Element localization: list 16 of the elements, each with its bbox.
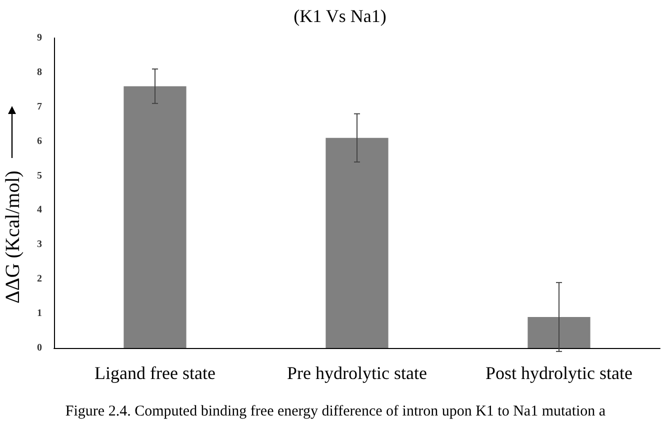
y-axis-title: ΔΔG (Kcal/mol) bbox=[2, 170, 24, 304]
y-tick-label: 0 bbox=[37, 342, 42, 354]
y-tick-label: 7 bbox=[37, 101, 42, 112]
y-tick-label: 5 bbox=[37, 170, 42, 182]
y-tick-label: 9 bbox=[37, 32, 42, 44]
x-tick-label: Ligand free state bbox=[94, 363, 216, 383]
x-tick-label: Pre hydrolytic state bbox=[287, 363, 427, 383]
chart-title: (K1 Vs Na1) bbox=[294, 6, 386, 26]
caption: Figure 2.4. Computed binding free energy difference of intron upon K1 to Na1 mutation a bbox=[65, 404, 606, 420]
y-tick-label: 2 bbox=[37, 274, 42, 285]
y-tick-label: 6 bbox=[37, 136, 42, 147]
x-tick-label: Post hydrolytic state bbox=[486, 363, 632, 383]
y-tick-label: 4 bbox=[37, 204, 42, 216]
y-tick-label: 3 bbox=[37, 239, 42, 250]
y-tick-label: 8 bbox=[37, 66, 42, 78]
y-tick-label: 1 bbox=[37, 308, 42, 320]
